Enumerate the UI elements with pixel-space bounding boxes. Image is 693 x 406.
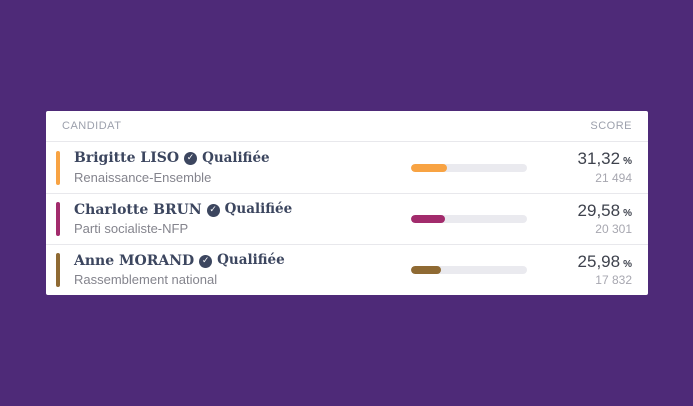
- results-card: CANDIDAT SCORE Brigitte LISO ✓ Qualifiée Re…: [46, 111, 648, 295]
- candidate-name: Anne MORAND: [74, 252, 195, 269]
- score-bar-fill: [411, 163, 448, 172]
- score-bar: [411, 215, 527, 223]
- score-percent-line: 25,98%: [527, 251, 632, 272]
- score-bar: [411, 163, 527, 172]
- score-bar-track: [411, 266, 527, 274]
- score-cell: 31,32% 21 494: [527, 149, 632, 185]
- qualified-label: Qualifiée: [217, 252, 285, 269]
- score-bar: [411, 266, 527, 274]
- score-cell: 29,58% 20 301: [527, 200, 632, 237]
- votes-count: 20 301: [595, 222, 632, 237]
- candidate-cell: Charlotte BRUN ✓ Qualifiée Parti socialiste…: [74, 202, 411, 236]
- party-label: Rassemblement national: [74, 272, 218, 288]
- score-percent: 29,58: [577, 200, 621, 220]
- party-label: Renaissance-Ensemble: [74, 169, 212, 185]
- score-bar-fill: [411, 266, 442, 274]
- score-bar-track: [411, 215, 527, 223]
- score-bar-track: [411, 163, 527, 172]
- qualified-check-icon: ✓: [199, 254, 213, 268]
- percent-sign: %: [623, 207, 632, 219]
- qualified-label: Qualifiée: [224, 201, 293, 218]
- percent-sign: %: [623, 156, 632, 168]
- candidate-rows: Brigitte LISO ✓ Qualifiée Renaissance-Ensem…: [46, 142, 648, 295]
- score-percent: 25,98: [577, 251, 621, 271]
- candidate-row: Charlotte BRUN ✓ Qualifiée Parti socialiste…: [46, 193, 648, 244]
- party-label: Parti socialiste-NFP: [74, 221, 189, 237]
- votes-count: 17 832: [595, 273, 632, 288]
- qualified-check-icon: ✓: [184, 152, 198, 165]
- candidate-cell: Anne MORAND ✓ Qualifiée Rassemblement natio…: [74, 253, 411, 287]
- candidate-name-line: Anne MORAND ✓ Qualifiée: [74, 253, 411, 269]
- party-color-bar: [56, 253, 60, 287]
- candidate-name: Charlotte BRUN: [74, 201, 202, 218]
- score-percent-line: 31,32%: [527, 149, 632, 169]
- candidate-row: Anne MORAND ✓ Qualifiée Rassemblement natio…: [46, 244, 648, 295]
- qualified-check-icon: ✓: [206, 203, 220, 217]
- candidate-name-line: Charlotte BRUN ✓ Qualifiée: [74, 202, 411, 218]
- party-color-bar: [56, 150, 60, 185]
- candidate-cell: Brigitte LISO ✓ Qualifiée Renaissance-Ensem…: [74, 150, 411, 184]
- table-header: CANDIDAT SCORE: [46, 111, 648, 142]
- score-cell: 25,98% 17 832: [527, 251, 632, 288]
- column-header-candidate: CANDIDAT: [62, 120, 122, 132]
- column-header-score: SCORE: [590, 120, 632, 132]
- votes-count: 21 494: [595, 170, 632, 185]
- candidate-name-line: Brigitte LISO ✓ Qualifiée: [74, 150, 411, 166]
- percent-sign: %: [623, 258, 632, 270]
- score-percent-line: 29,58%: [527, 200, 632, 221]
- party-color-bar: [56, 202, 60, 236]
- score-bar-fill: [411, 215, 446, 223]
- candidate-name: Brigitte LISO: [74, 150, 180, 167]
- qualified-label: Qualifiée: [202, 149, 270, 166]
- score-percent: 31,32: [577, 149, 621, 169]
- candidate-row: Brigitte LISO ✓ Qualifiée Renaissance-Ensem…: [46, 142, 648, 193]
